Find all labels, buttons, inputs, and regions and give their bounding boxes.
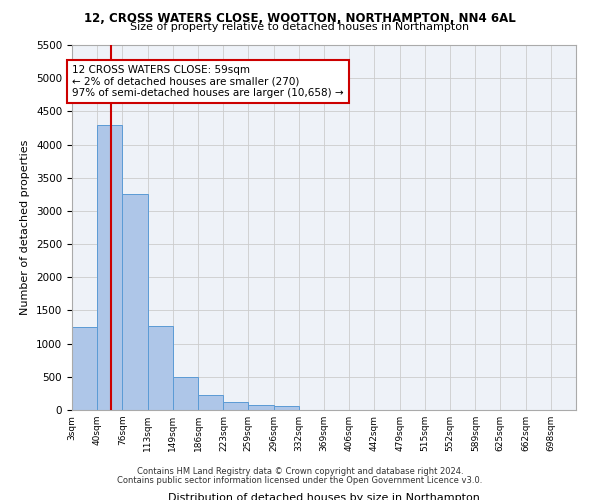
Bar <box>248 404 274 410</box>
Text: Contains HM Land Registry data © Crown copyright and database right 2024.: Contains HM Land Registry data © Crown c… <box>137 467 463 476</box>
Text: Size of property relative to detached houses in Northampton: Size of property relative to detached ho… <box>130 22 470 32</box>
Bar <box>72 327 97 410</box>
Bar <box>148 326 173 410</box>
Bar <box>223 402 248 410</box>
Bar <box>198 396 223 410</box>
Text: Contains public sector information licensed under the Open Government Licence v3: Contains public sector information licen… <box>118 476 482 485</box>
Bar <box>173 378 198 410</box>
Bar <box>97 124 122 410</box>
Text: 12, CROSS WATERS CLOSE, WOOTTON, NORTHAMPTON, NN4 6AL: 12, CROSS WATERS CLOSE, WOOTTON, NORTHAM… <box>84 12 516 26</box>
Text: 12 CROSS WATERS CLOSE: 59sqm
← 2% of detached houses are smaller (270)
97% of se: 12 CROSS WATERS CLOSE: 59sqm ← 2% of det… <box>72 65 344 98</box>
Bar <box>122 194 148 410</box>
Y-axis label: Number of detached properties: Number of detached properties <box>20 140 31 315</box>
Bar <box>274 406 299 410</box>
X-axis label: Distribution of detached houses by size in Northampton: Distribution of detached houses by size … <box>168 493 480 500</box>
